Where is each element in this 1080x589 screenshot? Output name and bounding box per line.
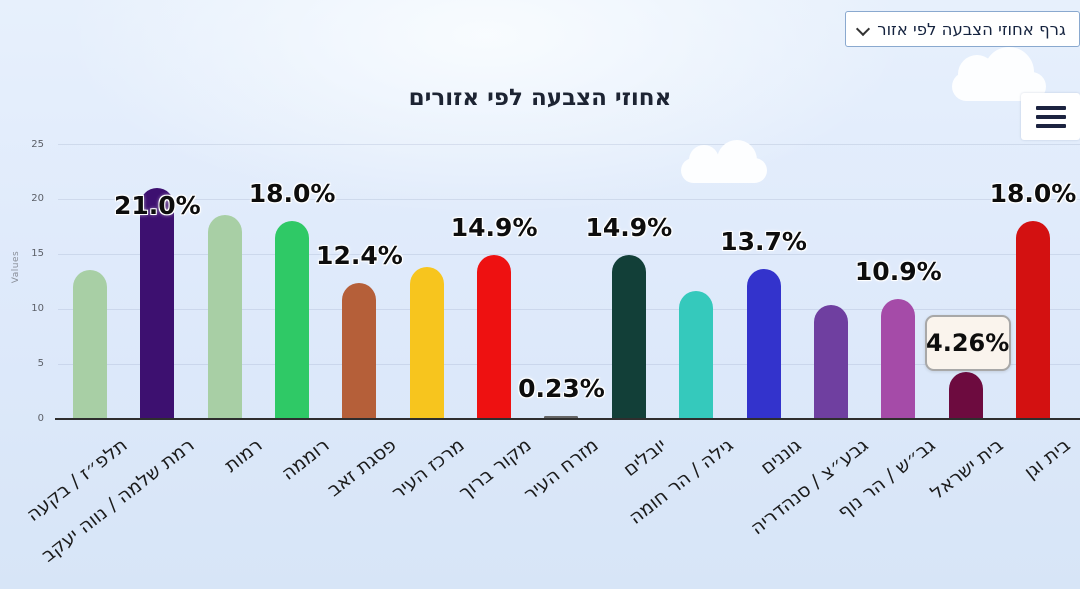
y-axis-tick-label: 15 — [31, 248, 44, 260]
y-axis-tick-label: 20 — [31, 193, 44, 205]
y-axis-title: Values — [11, 250, 21, 284]
cloud-icon — [681, 140, 767, 183]
bar-value-label: 14.9% — [450, 213, 538, 243]
cloud-icon — [952, 47, 1046, 101]
bar-value-label: 10.9% — [854, 257, 942, 287]
bar-3[interactable] — [275, 221, 310, 419]
bar-10[interactable] — [746, 268, 781, 419]
bar-value-label: 18.0% — [248, 179, 336, 209]
bar-6[interactable] — [477, 255, 512, 419]
bar-12[interactable] — [881, 299, 916, 419]
bar-2[interactable] — [207, 214, 242, 419]
gridline — [58, 198, 1080, 200]
value-tooltip: 4.26% — [924, 315, 1011, 372]
x-axis-line — [55, 418, 1080, 420]
gridline — [58, 144, 1080, 145]
bar-value-label: 18.0% — [989, 179, 1077, 209]
bar-5[interactable] — [409, 267, 444, 419]
y-axis-tick-label: 5 — [37, 358, 44, 370]
bar-8[interactable] — [611, 255, 646, 419]
gridline — [58, 363, 1080, 365]
y-axis-tick-label: 25 — [31, 138, 44, 150]
bar-value-label: 14.9% — [585, 213, 673, 243]
bar-7[interactable] — [544, 416, 579, 419]
bar-value-label: 0.23% — [518, 374, 605, 404]
gridline — [58, 308, 1080, 310]
bar-0[interactable] — [73, 269, 107, 419]
bar-9[interactable] — [679, 290, 714, 419]
menu-button[interactable] — [1021, 93, 1080, 140]
dropdown-value: גרף אחוזי הצבעה לפי אזור — [877, 19, 1066, 39]
gridline — [58, 253, 1080, 255]
bar-11[interactable] — [813, 304, 848, 419]
bar-13[interactable] — [948, 372, 983, 419]
bar-value-label: 12.4% — [316, 240, 403, 270]
bar-value-label: 21.0% — [113, 191, 201, 221]
bar-1[interactable] — [140, 188, 175, 419]
y-axis-tick-label: 0 — [37, 413, 44, 424]
chart-type-dropdown[interactable]: גרף אחוזי הצבעה לפי אזור — [845, 11, 1080, 47]
chart-title: אחוזי הצבעה לפי אזורים — [408, 85, 672, 111]
y-axis-tick-label: 10 — [31, 303, 44, 315]
bar-4[interactable] — [342, 282, 377, 419]
bar-value-label: 13.7% — [720, 226, 807, 256]
hamburger-icon — [1035, 101, 1066, 133]
bar-14[interactable] — [1015, 221, 1050, 419]
